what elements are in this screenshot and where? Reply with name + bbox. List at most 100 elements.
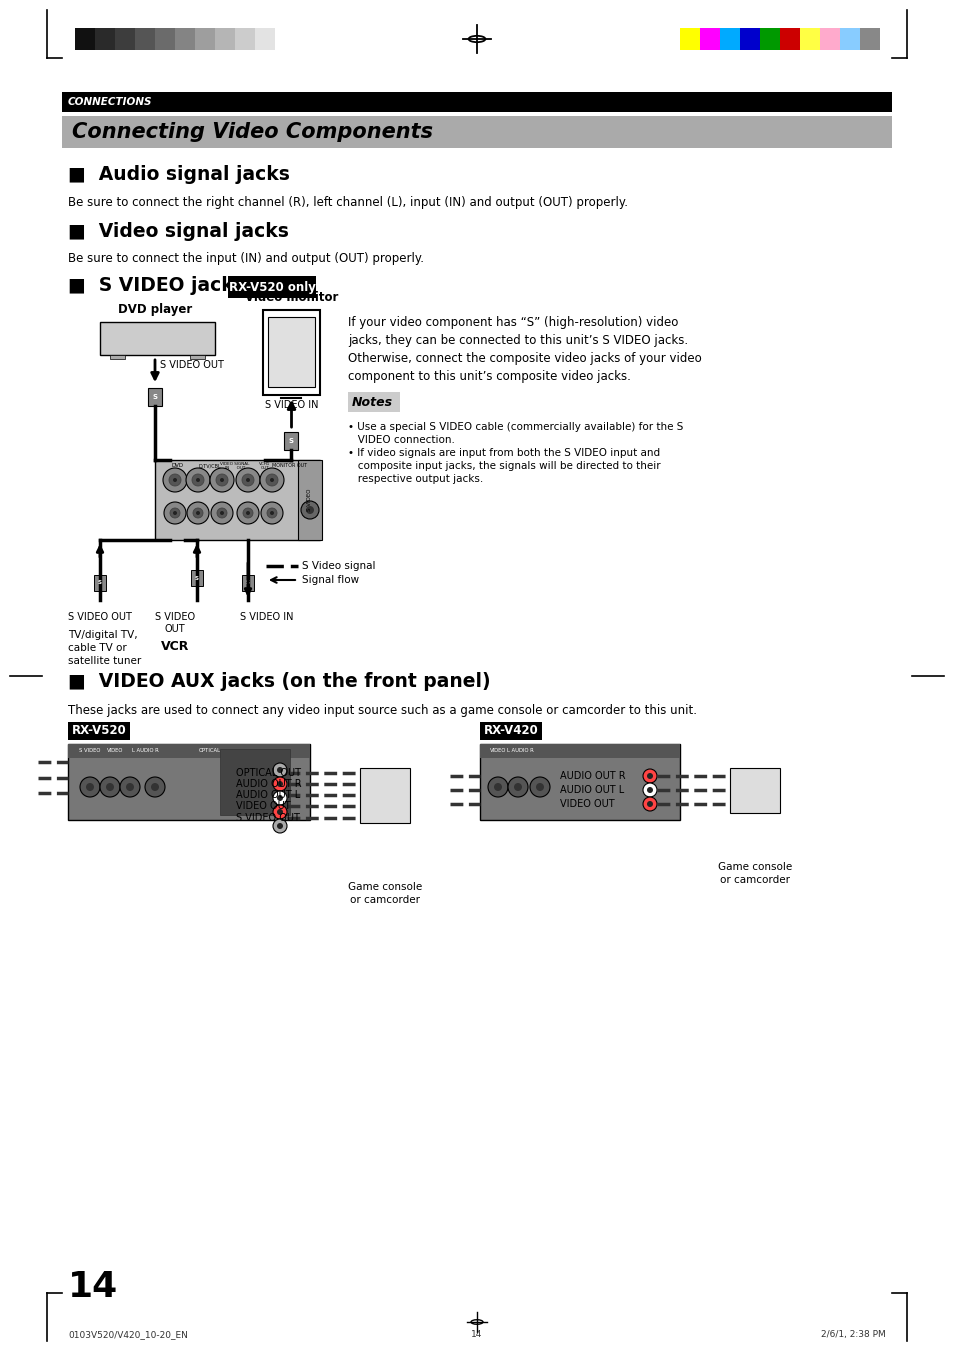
- Text: 0103V520/V420_10-20_EN: 0103V520/V420_10-20_EN: [68, 1329, 188, 1339]
- Text: S: S: [246, 581, 250, 585]
- Bar: [729, 767, 780, 812]
- Circle shape: [276, 823, 283, 830]
- Circle shape: [246, 478, 250, 482]
- Circle shape: [186, 467, 210, 492]
- Circle shape: [276, 781, 283, 788]
- Text: ■  S VIDEO jacks: ■ S VIDEO jacks: [68, 276, 245, 295]
- Circle shape: [246, 511, 250, 515]
- Circle shape: [172, 478, 177, 482]
- Bar: [214, 28, 234, 50]
- Circle shape: [86, 784, 94, 790]
- Text: L AUDIO R: L AUDIO R: [506, 748, 533, 754]
- Circle shape: [536, 784, 543, 790]
- Circle shape: [145, 777, 165, 797]
- Bar: [95, 28, 115, 50]
- Bar: [68, 744, 310, 820]
- Bar: [254, 28, 274, 50]
- Circle shape: [507, 777, 527, 797]
- Circle shape: [273, 777, 287, 790]
- Circle shape: [273, 819, 287, 834]
- Text: AUDIO OUT L: AUDIO OUT L: [235, 790, 300, 800]
- Bar: [479, 744, 679, 758]
- Bar: [820, 28, 840, 50]
- Text: respective output jacks.: respective output jacks.: [348, 474, 483, 484]
- Bar: [68, 721, 130, 740]
- Text: VIDEO SIGNAL
IN      OUT: VIDEO SIGNAL IN OUT: [220, 462, 250, 470]
- Bar: [135, 28, 154, 50]
- Bar: [760, 28, 780, 50]
- Text: OPTICAL: OPTICAL: [199, 748, 221, 754]
- Circle shape: [301, 501, 318, 519]
- Bar: [479, 721, 541, 740]
- Circle shape: [100, 777, 120, 797]
- Circle shape: [243, 508, 253, 517]
- Circle shape: [646, 801, 652, 807]
- Text: ■  Video signal jacks: ■ Video signal jacks: [68, 222, 289, 240]
- Text: S: S: [98, 581, 102, 585]
- Circle shape: [195, 511, 200, 515]
- Text: RX-V520: RX-V520: [71, 724, 126, 738]
- Circle shape: [642, 769, 657, 784]
- Circle shape: [266, 474, 277, 486]
- Circle shape: [80, 777, 100, 797]
- Text: Signal flow: Signal flow: [302, 576, 358, 585]
- Bar: [479, 744, 679, 820]
- Circle shape: [211, 503, 233, 524]
- Circle shape: [192, 474, 204, 486]
- Circle shape: [216, 508, 227, 517]
- Circle shape: [276, 809, 283, 815]
- Bar: [234, 28, 254, 50]
- Bar: [191, 570, 203, 586]
- Text: OPTICAL OUT: OPTICAL OUT: [235, 767, 301, 778]
- Circle shape: [646, 788, 652, 793]
- Circle shape: [276, 794, 283, 801]
- Circle shape: [172, 511, 177, 515]
- Circle shape: [276, 767, 283, 773]
- Bar: [800, 28, 820, 50]
- Bar: [268, 317, 314, 386]
- Bar: [68, 744, 310, 758]
- Text: S VIDEO OUT: S VIDEO OUT: [68, 612, 132, 621]
- Bar: [94, 576, 106, 590]
- Bar: [110, 355, 125, 359]
- Circle shape: [106, 784, 113, 790]
- Circle shape: [306, 507, 314, 513]
- Circle shape: [210, 467, 233, 492]
- Text: Game console
or camcorder: Game console or camcorder: [348, 882, 421, 905]
- Circle shape: [260, 467, 284, 492]
- Circle shape: [646, 773, 652, 780]
- Text: S Video signal: S Video signal: [302, 561, 375, 571]
- Bar: [263, 309, 319, 394]
- Circle shape: [193, 508, 203, 517]
- Circle shape: [267, 508, 276, 517]
- Circle shape: [494, 784, 501, 790]
- Text: VIDEO connection.: VIDEO connection.: [348, 435, 455, 444]
- Bar: [190, 355, 205, 359]
- Text: S: S: [152, 394, 157, 400]
- Bar: [154, 28, 174, 50]
- Text: These jacks are used to connect any video input source such as a game console or: These jacks are used to connect any vide…: [68, 704, 697, 717]
- Text: 2/6/1, 2:38 PM: 2/6/1, 2:38 PM: [821, 1329, 885, 1339]
- Bar: [700, 28, 720, 50]
- Circle shape: [273, 763, 287, 777]
- Circle shape: [642, 797, 657, 811]
- Circle shape: [195, 478, 200, 482]
- Text: VCH1
OUT: VCH1 OUT: [259, 462, 271, 470]
- Circle shape: [164, 503, 186, 524]
- Text: • If video signals are input from both the S VIDEO input and: • If video signals are input from both t…: [348, 449, 659, 458]
- Text: Connecting Video Components: Connecting Video Components: [71, 122, 433, 142]
- Text: VIDEO: VIDEO: [107, 748, 123, 754]
- Bar: [148, 388, 162, 407]
- Bar: [62, 116, 891, 149]
- Text: S: S: [194, 576, 199, 581]
- Text: ■  Audio signal jacks: ■ Audio signal jacks: [68, 165, 290, 184]
- Bar: [228, 276, 315, 299]
- Bar: [780, 28, 800, 50]
- Text: S VIDEO OUT: S VIDEO OUT: [235, 813, 299, 823]
- Text: ■  VIDEO AUX jacks (on the front panel): ■ VIDEO AUX jacks (on the front panel): [68, 671, 490, 690]
- Circle shape: [151, 784, 159, 790]
- Circle shape: [236, 503, 258, 524]
- Circle shape: [261, 503, 283, 524]
- Text: 14: 14: [471, 1329, 482, 1339]
- Bar: [840, 28, 859, 50]
